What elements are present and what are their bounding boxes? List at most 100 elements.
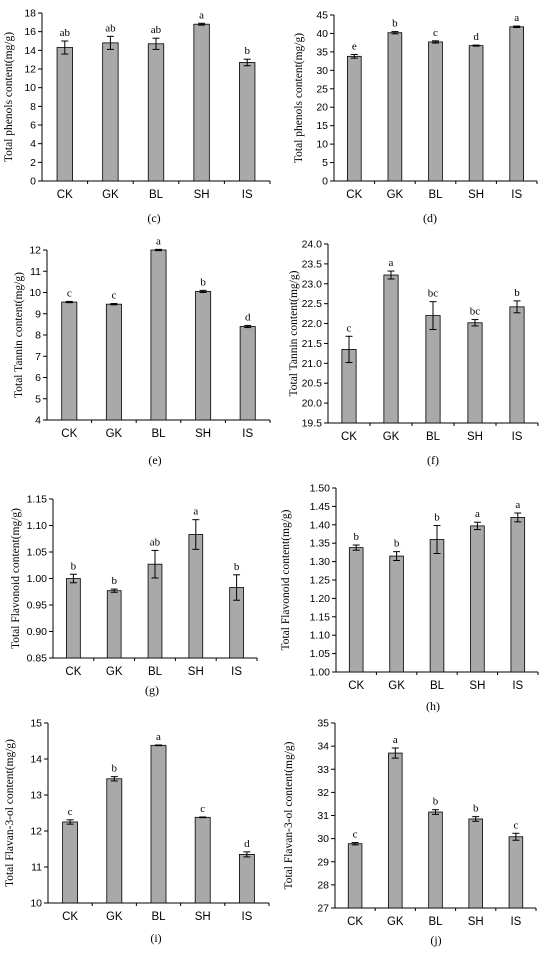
panel-f-significance-letter: b bbox=[514, 287, 520, 299]
panel-j-x-tick-label: SH bbox=[468, 916, 484, 928]
panel-c-y-tick-label: 8 bbox=[30, 101, 36, 113]
panel-i-y-tick-label: 14 bbox=[30, 754, 42, 766]
panel-e-y-tick-label: 8 bbox=[35, 330, 41, 342]
panel-g-y-tick-label: 0.95 bbox=[27, 600, 48, 612]
panel-i-significance-letter: a bbox=[156, 731, 161, 743]
panel-j-significance-letter: b bbox=[433, 796, 439, 808]
panel-d-y-tick-label: 45 bbox=[316, 10, 328, 22]
panel-c-bar-gk bbox=[102, 42, 119, 182]
panel-d-y-tick-label: 10 bbox=[316, 139, 328, 151]
panel-j-y-tick-label: 34 bbox=[317, 741, 329, 753]
panel-e-y-tick-label: 12 bbox=[29, 245, 41, 257]
panel-i-significance-letter: b bbox=[112, 763, 118, 775]
panel-d-y-tick-label: 0 bbox=[322, 176, 328, 188]
panel-f-y-tick-label: 22.5 bbox=[302, 298, 323, 310]
panel-f-bar-bl bbox=[425, 315, 441, 424]
panel-d-significance-letter: b bbox=[392, 18, 398, 30]
panel-c-y-tick-label: 6 bbox=[30, 120, 36, 132]
panel-e-y-tick-label: 9 bbox=[35, 308, 41, 320]
panel-d-bar-ck bbox=[346, 55, 362, 182]
panel-i-bar-ck bbox=[62, 821, 79, 904]
panel-e-significance-letter: c bbox=[111, 290, 116, 302]
panel-h-bar-ck bbox=[348, 547, 364, 673]
panel-i-significance-letter: d bbox=[244, 838, 250, 850]
panel-i-x-tick-label: BL bbox=[151, 911, 166, 923]
panel-h-y-axis-label: Total Flavonoid content(mg/g) bbox=[280, 509, 292, 650]
panel-j-caption: (j) bbox=[430, 933, 441, 947]
panel-j-bar-bl bbox=[428, 811, 443, 909]
panel-c-significance-letter: b bbox=[244, 45, 250, 57]
panel-f-bar-gk bbox=[383, 274, 399, 424]
panel-j-bar-sh bbox=[468, 818, 483, 909]
panel-g-y-tick-label: 0.85 bbox=[27, 653, 48, 665]
panel-f-x-tick-label: BL bbox=[426, 431, 441, 443]
panel-c-bar-ck bbox=[56, 47, 73, 182]
panel-e-bar-gk bbox=[105, 303, 122, 421]
panel-j-bar-gk bbox=[388, 752, 403, 909]
panel-h-y-tick-label: 1.20 bbox=[310, 593, 331, 605]
panel-c-x-tick-label: SH bbox=[194, 189, 210, 201]
panel-g-x-tick-label: CK bbox=[65, 666, 81, 678]
panel-e-bar-sh bbox=[195, 291, 212, 421]
panel-g-y-tick-label: 0.90 bbox=[27, 626, 48, 638]
panel-g-significance-letter: ab bbox=[150, 536, 161, 548]
panel-i-caption: (i) bbox=[150, 931, 161, 945]
panel-d-y-tick-label: 15 bbox=[316, 120, 328, 132]
panel-f-bar-sh bbox=[467, 322, 483, 424]
panel-f-chart: (f) Total Tannin content(mg/g) 19.5 20.0 20… bbox=[288, 239, 539, 467]
panel-g-significance-letter: a bbox=[193, 506, 198, 518]
panel-i-chart: (i) Total Flavan-3-ol content(mg/g) 10 11 1… bbox=[4, 718, 270, 945]
panel-i-y-tick-label: 13 bbox=[30, 790, 42, 802]
panel-i-significance-letter: c bbox=[68, 806, 73, 818]
panel-f-significance-letter: a bbox=[389, 257, 394, 269]
panel-d-y-tick-label: 5 bbox=[322, 157, 328, 169]
panel-g-y-axis-label: Total Flavonoid content(mg/g) bbox=[10, 508, 22, 649]
panel-d-x-tick-label: CK bbox=[346, 189, 362, 201]
panel-c-x-tick-label: BL bbox=[149, 189, 164, 201]
panel-i-x-tick-label: SH bbox=[195, 911, 211, 923]
panel-g-bar-gk bbox=[106, 590, 122, 659]
panel-j-y-tick-label: 32 bbox=[317, 787, 329, 799]
panel-e-bar-bl bbox=[150, 249, 167, 421]
panel-h-x-tick-label: SH bbox=[469, 680, 485, 692]
panel-f-x-tick-label: IS bbox=[512, 431, 523, 443]
panel-h-chart: (h) Total Flavonoid content(mg/g) 1.00 1.0… bbox=[280, 483, 539, 713]
panel-e-chart: (e) Total Tannin content(mg/g) 4 5 6 7 8 9 10 11… bbox=[13, 235, 271, 467]
panel-c-y-tick-label: 4 bbox=[30, 138, 36, 150]
panel-e-bar-is bbox=[239, 326, 256, 421]
panel-g-x-tick-label: SH bbox=[188, 666, 204, 678]
panel-d-significance-letter: c bbox=[433, 27, 438, 39]
panel-e-x-tick-label: IS bbox=[242, 428, 253, 440]
panel-j-y-axis-label: Total Flavan-3-ol content(mg/g) bbox=[283, 741, 295, 889]
panel-h-y-tick-label: 1.00 bbox=[310, 667, 331, 679]
panel-g-x-tick-label: GK bbox=[106, 666, 123, 678]
panel-c-bar-sh bbox=[193, 23, 210, 182]
panel-h-y-tick-label: 1.15 bbox=[310, 611, 331, 623]
panel-h-x-tick-label: GK bbox=[388, 680, 405, 692]
panel-d-y-axis-label: Total phenols content(mg/g) bbox=[293, 33, 305, 163]
panel-g-y-tick-label: 1.05 bbox=[27, 547, 48, 559]
panel-c-y-tick-label: 14 bbox=[24, 45, 36, 57]
panel-f-significance-letter: bc bbox=[428, 288, 439, 300]
panel-h-x-tick-label: BL bbox=[430, 680, 445, 692]
panel-d-significance-letter: e bbox=[352, 40, 357, 52]
panel-e-significance-letter: b bbox=[200, 276, 206, 288]
panel-j-significance-letter: c bbox=[353, 829, 358, 841]
panel-j-x-tick-label: BL bbox=[428, 916, 443, 928]
panel-j-y-tick-label: 29 bbox=[317, 856, 329, 868]
panel-g-bar-sh bbox=[188, 534, 204, 659]
panel-e-x-tick-label: BL bbox=[151, 428, 166, 440]
panel-j-y-tick-label: 27 bbox=[317, 903, 329, 915]
panel-c-bar-is bbox=[239, 62, 256, 182]
panel-g-y-tick-label: 1.00 bbox=[27, 573, 48, 585]
panel-f-caption: (f) bbox=[427, 453, 439, 467]
panel-i-significance-letter: c bbox=[200, 803, 205, 815]
panel-i-bar-bl bbox=[150, 744, 167, 904]
panel-f-y-tick-label: 21.0 bbox=[302, 358, 323, 370]
panel-g-y-tick-label: 1.15 bbox=[27, 494, 48, 506]
panel-i-y-tick-label: 10 bbox=[30, 898, 42, 910]
panel-h-bar-is bbox=[510, 517, 526, 673]
panel-h-y-tick-label: 1.45 bbox=[310, 501, 331, 513]
panel-e-y-tick-label: 4 bbox=[35, 415, 41, 427]
panel-f-bar-is bbox=[509, 306, 525, 424]
